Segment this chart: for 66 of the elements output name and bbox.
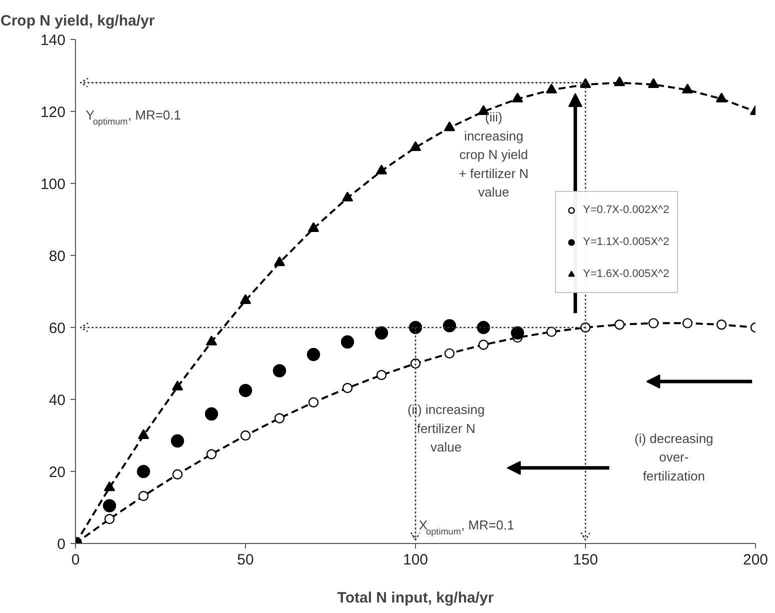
point [340,335,354,348]
point [410,358,421,369]
point [206,449,217,460]
point [274,413,285,424]
y-tick-label: 100 [40,176,66,193]
point [444,348,455,359]
point [408,320,422,334]
point [104,514,115,524]
y-tick-label: 80 [48,248,66,265]
legend-label: Y=0.7X-0.002X^2 [583,204,670,216]
point [138,490,149,502]
point [716,320,727,330]
point [240,294,252,304]
point [476,320,490,334]
point [308,397,319,408]
point [442,319,456,332]
y-tick-label: 0 [57,536,66,553]
y-tick-label: 140 [40,32,66,49]
point [444,121,456,132]
point [172,469,183,480]
annotation: (ii) increasing fertilizer N value [407,402,485,455]
point [682,84,694,94]
point [410,141,422,151]
point [546,84,558,94]
point [240,430,251,441]
point [376,370,387,380]
point [512,92,524,102]
point [170,434,184,448]
point [342,382,353,394]
point [204,407,218,420]
point [308,222,320,232]
point [648,78,660,88]
point [306,348,320,362]
legend-label: Y=1.1X-0.005X^2 [583,236,670,248]
x-tick-label: 50 [237,552,254,568]
point [478,340,489,350]
point [238,384,252,398]
y-axis-title: Crop N yield, kg/ha/yr [0,12,155,30]
y-tick-label: 20 [48,464,66,481]
point [206,336,218,346]
x-tick-label: 150 [572,552,598,568]
point [376,164,388,174]
annotation: (iii) increasing crop N yield + fertilizer N value [458,110,529,200]
point [614,320,625,330]
x-tick-label: 100 [402,552,428,568]
point [648,318,659,328]
point [614,76,626,86]
y-tick-label: 40 [48,392,66,409]
point [274,256,286,266]
y-tick-label: 120 [40,104,66,121]
point [510,326,524,340]
point [546,326,557,337]
y-tick-label: 60 [48,320,66,337]
x-tick-label: 0 [71,552,80,568]
point [342,192,354,202]
point [716,92,728,102]
point [172,380,184,390]
point [102,499,116,512]
point [136,464,150,478]
point [272,364,286,378]
x-axis-title: Total N input, kg/ha/yr [337,590,494,606]
x-tick-label: 200 [742,552,768,568]
annotation: (i) decreasing over- fertilization [634,430,714,484]
point [374,326,388,340]
point [682,318,693,328]
legend-label: Y=1.6X-0.005X^2 [583,268,670,280]
